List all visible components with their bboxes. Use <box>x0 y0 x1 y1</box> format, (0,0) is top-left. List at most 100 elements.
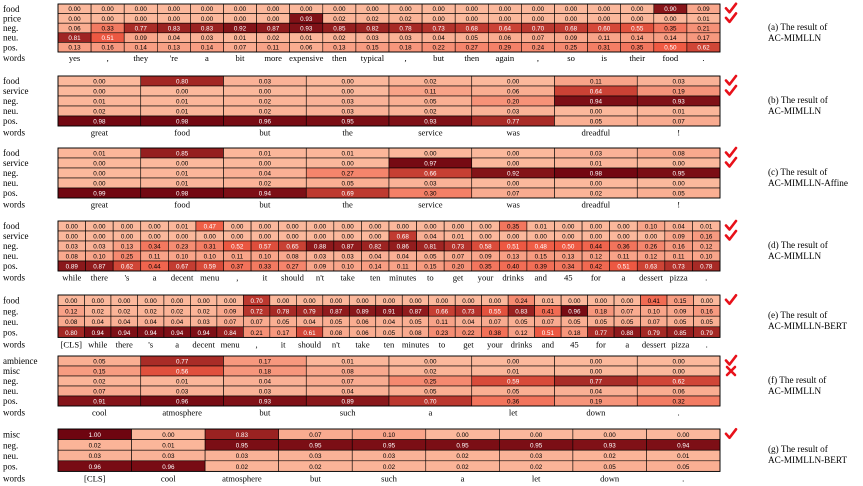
column-word: should <box>281 273 305 283</box>
cell-value-label: 0.02 <box>93 379 106 386</box>
cell-value-label: 0.00 <box>168 6 181 13</box>
cell-value-label: 0.17 <box>259 359 272 366</box>
column-word: it <box>262 273 267 283</box>
cell-value-label: 0.41 <box>648 298 661 305</box>
cell-value-label: 0.63 <box>645 264 658 271</box>
cell-value-label: 0.83 <box>201 25 214 32</box>
cell-value-label: 0.19 <box>672 89 685 96</box>
cell-value-label: 0.89 <box>66 264 79 271</box>
cell-value-label: 0.93 <box>259 399 272 406</box>
cell-value-label: 0.98 <box>590 171 603 178</box>
cell-value-label: 0.00 <box>452 224 465 231</box>
cell-value-label: 0.68 <box>397 234 410 241</box>
column-word: . <box>682 473 684 483</box>
cell-value-label: 0.00 <box>204 234 217 241</box>
cell-value-label: 0.00 <box>93 234 106 241</box>
cell-value-label: 0.14 <box>664 35 677 42</box>
cell-value-label: 0.02 <box>424 79 437 86</box>
cell-value-label: 0.01 <box>507 369 520 376</box>
cell-value-label: 0.00 <box>259 89 272 96</box>
cell-value-label: 0.00 <box>259 224 272 231</box>
cell-value-label: 0.25 <box>565 45 578 52</box>
cell-value-label: 0.03 <box>341 109 354 116</box>
row-label-price: price <box>3 13 21 23</box>
cell-value-label: 0.00 <box>456 432 469 439</box>
cell-value-label: 0.10 <box>700 254 713 261</box>
cell-value-label: 0.02 <box>198 309 211 316</box>
cell-value-label: 0.18 <box>259 369 272 376</box>
cell-value-label: 0.94 <box>118 330 131 337</box>
cell-value-label: 0.00 <box>604 432 617 439</box>
panel-caption-line: (d) The result of <box>768 240 829 250</box>
words-axis-label: words <box>3 408 25 418</box>
row-label-pos: pos. <box>3 261 18 271</box>
cell-value-label: 0.04 <box>171 319 184 326</box>
column-word: pizza <box>670 273 688 283</box>
cell-value-label: 0.05 <box>409 319 422 326</box>
cell-value-label: 0.03 <box>93 244 106 251</box>
panel-caption-line: (a) The result of <box>768 22 828 32</box>
cell-value-label: 0.14 <box>135 45 148 52</box>
cell-value-label: 0.00 <box>424 224 437 231</box>
cell-value-label: 0.02 <box>89 443 102 450</box>
column-word: , <box>236 273 238 283</box>
cell-value-label: 0.02 <box>259 109 272 116</box>
cell-value-label: 0.00 <box>198 298 211 305</box>
cell-value-label: 0.02 <box>399 16 412 23</box>
cell-value-label: 0.00 <box>383 298 396 305</box>
cell-value-label: 0.78 <box>399 25 412 32</box>
cell-value-label: 0.02 <box>424 369 437 376</box>
cell-value-label: 0.00 <box>66 224 79 231</box>
cell-value-label: 0.03 <box>162 453 175 460</box>
cell-value-label: 0.00 <box>466 6 479 13</box>
panel-caption-line: AC-MIMLLN-BERT <box>768 455 847 465</box>
cell-value-label: 0.04 <box>92 319 105 326</box>
cell-value-label: 0.44 <box>590 244 603 251</box>
cell-value-label: 0.02 <box>366 16 379 23</box>
cell-value-label: 0.98 <box>176 119 189 126</box>
cell-value-label: 0.03 <box>341 99 354 106</box>
cell-value-label: 0.94 <box>259 191 272 198</box>
cell-value-label: 0.80 <box>65 330 78 337</box>
words-axis-label: words <box>3 200 25 210</box>
cell-value-label: 0.07 <box>234 45 247 52</box>
row-label-pos: pos. <box>3 42 18 52</box>
column-word: . <box>678 408 680 418</box>
cell-value-label: 0.04 <box>259 171 272 178</box>
column-word: while <box>88 339 107 349</box>
row-label-neg: neg. <box>3 241 18 251</box>
cell-value-label: 0.20 <box>507 99 520 106</box>
column-word: down <box>586 408 606 418</box>
cell-value-label: 0.81 <box>68 35 81 42</box>
cell-value-label: 0.13 <box>333 45 346 52</box>
cell-value-label: 0.07 <box>309 432 322 439</box>
cell-value-label: 0.04 <box>303 319 316 326</box>
cell-value-label: 0.02 <box>333 35 346 42</box>
cell-value-label: 0.11 <box>673 254 685 261</box>
cell-value-label: 0.00 <box>664 16 677 23</box>
cell-value-label: 0.01 <box>162 443 175 450</box>
column-word: ! <box>677 200 680 210</box>
cell-value-label: 0.01 <box>672 109 685 116</box>
cell-value-label: 0.00 <box>462 298 475 305</box>
cell-value-label: 0.94 <box>145 330 158 337</box>
cell-value-label: 0.00 <box>424 359 437 366</box>
column-word: let <box>509 408 518 418</box>
column-word: their <box>629 53 645 63</box>
cell-value-label: 0.00 <box>397 224 410 231</box>
cell-value-label: 0.05 <box>701 319 714 326</box>
cell-value-label: 0.09 <box>314 264 327 271</box>
cell-value-label: 0.95 <box>383 443 396 450</box>
cell-value-label: 0.31 <box>598 45 611 52</box>
cell-value-label: 0.06 <box>356 319 369 326</box>
cell-value-label: 0.73 <box>452 244 465 251</box>
cell-value-label: 0.01 <box>176 224 189 231</box>
cell-value-label: 0.00 <box>562 234 575 241</box>
column-word: menu <box>200 273 220 283</box>
check-icon <box>724 2 738 14</box>
cell-value-label: 0.09 <box>135 35 148 42</box>
cell-value-label: 0.00 <box>499 6 512 13</box>
cell-value-label: 0.03 <box>176 389 189 396</box>
